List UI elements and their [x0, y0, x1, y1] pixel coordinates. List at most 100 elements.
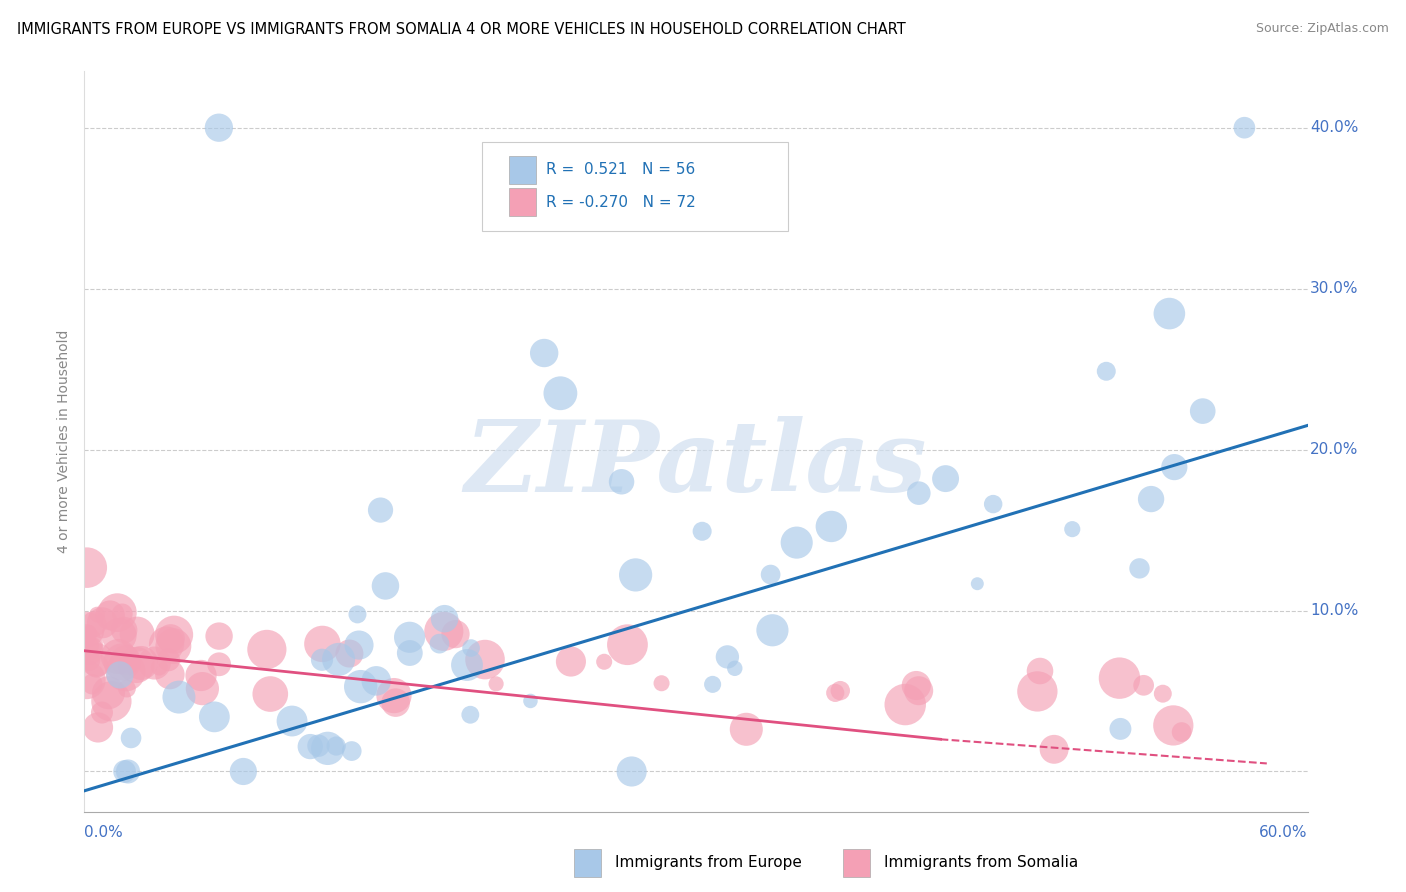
Point	[366, 673, 388, 688]
Point	[83, 617, 105, 632]
Y-axis label: 4 or more Vehicles in Household: 4 or more Vehicles in Household	[58, 330, 72, 553]
Point	[759, 567, 782, 582]
Text: 10.0%: 10.0%	[1310, 603, 1358, 618]
Point	[716, 649, 738, 664]
Point	[76, 560, 98, 574]
Point	[610, 475, 633, 489]
Text: 40.0%: 40.0%	[1310, 120, 1358, 136]
Point	[519, 694, 541, 708]
Point	[79, 625, 101, 640]
Point	[820, 519, 842, 533]
Point	[157, 653, 180, 667]
Point	[433, 612, 456, 626]
Point	[97, 686, 120, 700]
Point	[935, 472, 957, 486]
Point	[384, 696, 406, 710]
Point	[966, 576, 988, 591]
Point	[98, 608, 121, 623]
Point	[593, 655, 616, 669]
Text: 30.0%: 30.0%	[1310, 281, 1358, 296]
Point	[1026, 684, 1049, 698]
Point	[208, 120, 231, 135]
Point	[232, 764, 254, 779]
Point	[533, 346, 555, 360]
Point	[1095, 364, 1118, 378]
Point	[328, 652, 350, 666]
Point	[87, 721, 110, 735]
Point	[143, 656, 166, 670]
Point	[1170, 725, 1192, 739]
Point	[91, 615, 114, 630]
Point	[281, 714, 304, 728]
Point	[616, 638, 638, 652]
Point	[485, 677, 508, 691]
Point	[894, 698, 917, 712]
Text: ZIPatlas: ZIPatlas	[465, 416, 927, 512]
Point	[474, 652, 496, 666]
Point	[398, 630, 420, 644]
Point	[907, 486, 929, 500]
Bar	[509, 188, 536, 217]
Point	[1152, 687, 1174, 701]
Point	[786, 535, 808, 549]
Point	[117, 764, 139, 779]
Point	[1029, 664, 1052, 678]
Point	[347, 638, 370, 652]
Text: 60.0%: 60.0%	[1260, 824, 1308, 839]
Point	[162, 639, 184, 653]
Point	[91, 706, 114, 720]
Point	[346, 607, 368, 622]
Point	[120, 731, 142, 745]
Point	[456, 658, 478, 673]
Point	[761, 624, 783, 638]
FancyBboxPatch shape	[482, 142, 787, 230]
Point	[159, 632, 181, 646]
Point	[370, 503, 392, 517]
Point	[111, 655, 134, 669]
Point	[107, 649, 129, 664]
Text: Immigrants from Europe: Immigrants from Europe	[616, 855, 801, 870]
Point	[76, 637, 98, 651]
Point	[735, 723, 758, 737]
Point	[108, 668, 131, 682]
Text: 20.0%: 20.0%	[1310, 442, 1358, 457]
Text: R =  0.521   N = 56: R = 0.521 N = 56	[546, 162, 695, 178]
Point	[316, 741, 339, 756]
Bar	[842, 849, 870, 877]
Point	[77, 643, 100, 657]
Point	[724, 661, 747, 675]
Point	[824, 686, 846, 700]
Point	[208, 629, 231, 643]
Point	[1132, 678, 1154, 692]
Point	[148, 660, 170, 674]
Text: Immigrants from Somalia: Immigrants from Somalia	[884, 855, 1078, 870]
Point	[114, 764, 136, 779]
Point	[105, 606, 128, 620]
Point	[112, 623, 135, 637]
Point	[100, 694, 122, 708]
Point	[1108, 671, 1130, 685]
Point	[1062, 522, 1084, 536]
Point	[86, 607, 108, 622]
Point	[624, 568, 647, 582]
Point	[444, 627, 467, 641]
Point	[75, 673, 97, 687]
Point	[350, 680, 373, 694]
Point	[702, 677, 724, 691]
Point	[191, 681, 214, 696]
Point	[111, 607, 134, 621]
Point	[75, 628, 97, 642]
Point	[1233, 120, 1256, 135]
Point	[560, 655, 582, 669]
Bar	[574, 849, 600, 877]
Point	[79, 653, 101, 667]
Point	[311, 653, 333, 667]
Point	[374, 579, 396, 593]
Point	[460, 641, 482, 656]
Point	[208, 657, 231, 672]
Point	[75, 623, 97, 637]
Point	[651, 676, 673, 690]
Point	[339, 647, 361, 661]
Point	[114, 653, 136, 667]
Point	[308, 739, 330, 753]
